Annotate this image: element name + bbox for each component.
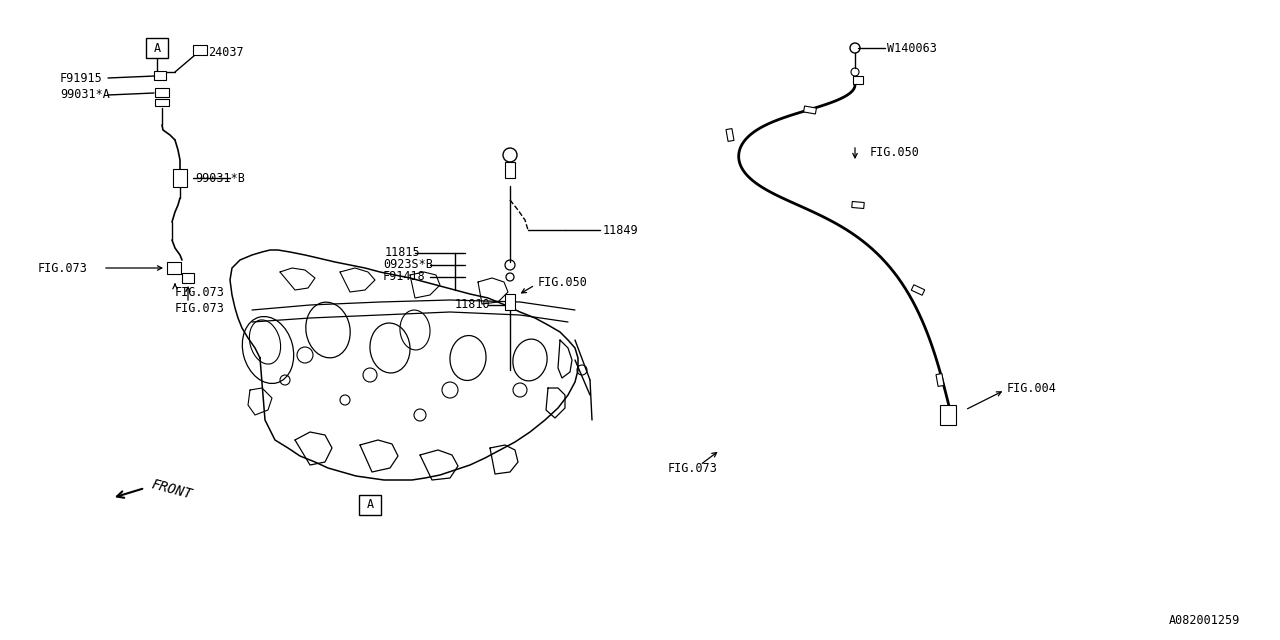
Text: FRONT: FRONT	[150, 478, 195, 502]
Text: 11815: 11815	[385, 246, 421, 259]
Bar	[146, 38, 168, 58]
Text: F91418: F91418	[383, 271, 426, 284]
Text: 11849: 11849	[603, 223, 639, 237]
Text: A: A	[366, 499, 374, 511]
Bar	[193, 45, 207, 55]
Text: 99031*A: 99031*A	[60, 88, 110, 102]
Text: FIG.050: FIG.050	[538, 275, 588, 289]
Text: A: A	[154, 42, 160, 54]
Text: 99031*B: 99031*B	[195, 172, 244, 184]
Bar	[911, 285, 924, 295]
Text: A082001259: A082001259	[1169, 614, 1240, 627]
Bar	[358, 495, 381, 515]
Text: F91915: F91915	[60, 72, 102, 84]
Text: 11810: 11810	[454, 298, 490, 312]
Text: 0923S*B: 0923S*B	[383, 259, 433, 271]
Text: FIG.050: FIG.050	[870, 145, 920, 159]
Bar	[506, 294, 515, 310]
Bar	[852, 76, 863, 84]
Bar	[936, 374, 943, 387]
Bar	[851, 202, 864, 209]
Text: FIG.004: FIG.004	[1007, 381, 1057, 394]
Bar	[155, 99, 169, 106]
Bar	[182, 273, 195, 283]
Text: 24037: 24037	[207, 45, 243, 58]
Bar	[940, 405, 956, 425]
Bar	[506, 162, 515, 178]
Bar	[726, 129, 733, 141]
Bar	[173, 169, 187, 187]
Text: FIG.073: FIG.073	[175, 301, 225, 314]
Text: FIG.073: FIG.073	[175, 285, 225, 298]
Bar	[154, 70, 166, 79]
Text: W140063: W140063	[887, 42, 937, 54]
Bar	[166, 262, 180, 274]
Bar	[155, 88, 169, 97]
Bar	[804, 106, 817, 114]
Text: FIG.073: FIG.073	[668, 461, 718, 474]
Text: FIG.073: FIG.073	[38, 262, 88, 275]
